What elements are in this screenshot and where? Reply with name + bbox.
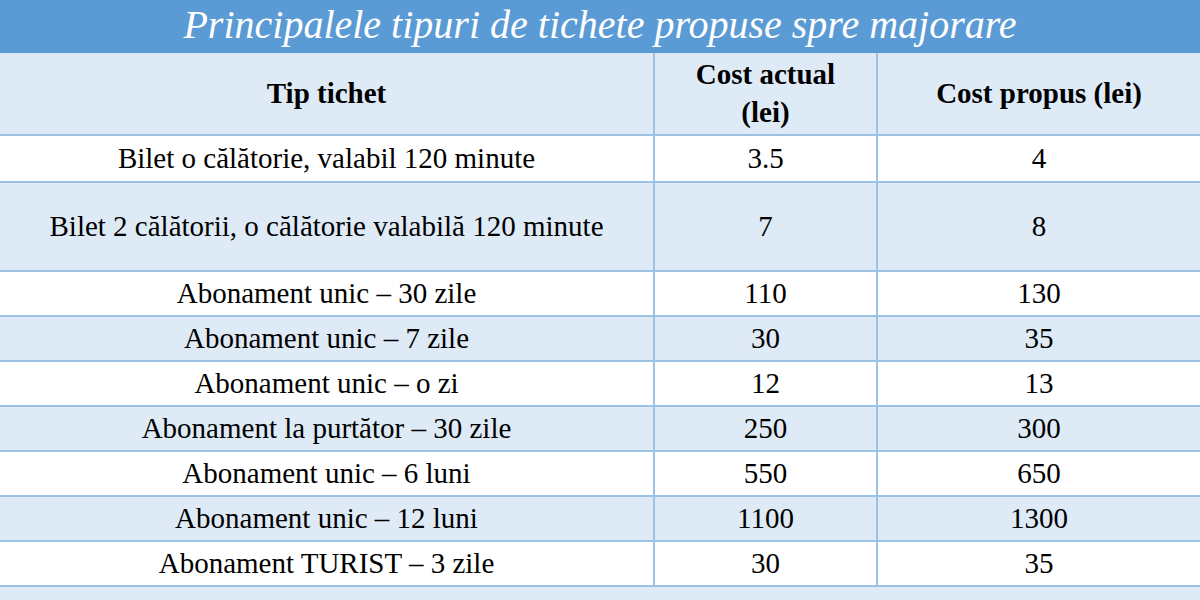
cell-cost-propus: 1300 (878, 497, 1200, 540)
table-row: Abonament la purtător – 30 zile 250 300 (0, 407, 1200, 452)
header-cell-tip-tichet: Tip tichet (0, 53, 655, 134)
cell-cost-propus: 8 (878, 183, 1200, 270)
cutoff-next-row-strip (0, 587, 1200, 600)
cell-tip-tichet: Bilet 2 călătorii, o călătorie valabilă … (0, 183, 655, 270)
cell-tip-tichet: Abonament unic – 7 zile (0, 317, 655, 360)
table-row: Abonament unic – 30 zile 110 130 (0, 272, 1200, 317)
table-title-bar: Principalele tipuri de tichete propuse s… (0, 0, 1200, 53)
cell-cost-actual: 110 (655, 272, 878, 315)
cell-tip-tichet: Abonament unic – o zi (0, 362, 655, 405)
table-row: Abonament unic – 12 luni 1100 1300 (0, 497, 1200, 542)
cell-cost-actual: 550 (655, 452, 878, 495)
cell-cost-actual: 12 (655, 362, 878, 405)
cell-tip-tichet: Abonament unic – 6 luni (0, 452, 655, 495)
page-title: Principalele tipuri de tichete propuse s… (183, 5, 1016, 49)
cell-cost-actual: 30 (655, 542, 878, 585)
cell-cost-propus: 4 (878, 136, 1200, 181)
cell-cost-actual: 3.5 (655, 136, 878, 181)
cell-tip-tichet: Abonament TURIST – 3 zile (0, 542, 655, 585)
table-row: Bilet 2 călătorii, o călătorie valabilă … (0, 183, 1200, 272)
cell-cost-actual: 1100 (655, 497, 878, 540)
cell-cost-propus: 130 (878, 272, 1200, 315)
table-row: Bilet o călătorie, valabil 120 minute 3.… (0, 136, 1200, 183)
cell-tip-tichet: Abonament la purtător – 30 zile (0, 407, 655, 450)
table-row: Abonament TURIST – 3 zile 30 35 (0, 542, 1200, 587)
cell-cost-actual: 250 (655, 407, 878, 450)
cell-cost-propus: 35 (878, 317, 1200, 360)
cell-tip-tichet: Bilet o călătorie, valabil 120 minute (0, 136, 655, 181)
table-header-row: Tip tichet Cost actual (lei) Cost propus… (0, 53, 1200, 136)
cell-cost-propus: 35 (878, 542, 1200, 585)
table-row: Abonament unic – 6 luni 550 650 (0, 452, 1200, 497)
cell-cost-propus: 300 (878, 407, 1200, 450)
table-row: Abonament unic – o zi 12 13 (0, 362, 1200, 407)
header-cell-cost-propus: Cost propus (lei) (878, 53, 1200, 134)
ticket-price-table-page: Principalele tipuri de tichete propuse s… (0, 0, 1200, 600)
cell-cost-propus: 650 (878, 452, 1200, 495)
header-cell-cost-actual: Cost actual (lei) (655, 53, 878, 134)
table-row: Abonament unic – 7 zile 30 35 (0, 317, 1200, 362)
cell-tip-tichet: Abonament unic – 30 zile (0, 272, 655, 315)
cell-cost-actual: 7 (655, 183, 878, 270)
cell-tip-tichet: Abonament unic – 12 luni (0, 497, 655, 540)
cell-cost-propus: 13 (878, 362, 1200, 405)
cell-cost-actual: 30 (655, 317, 878, 360)
